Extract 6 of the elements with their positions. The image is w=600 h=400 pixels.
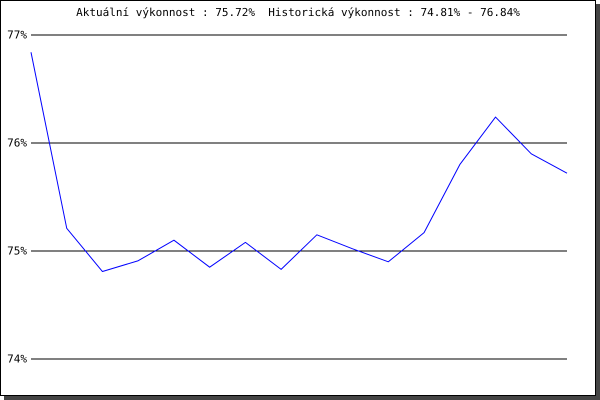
chart-title: Aktuální výkonnost : 75.72% Historická výkonnost : 74.81% - 76.84% (75, 6, 521, 19)
y-tick-label: 77% (7, 28, 28, 42)
y-tick-label: 76% (7, 136, 28, 150)
y-tick-label: 74% (7, 352, 28, 366)
line-series (30, 52, 568, 272)
y-tick-label: 75% (7, 244, 28, 258)
